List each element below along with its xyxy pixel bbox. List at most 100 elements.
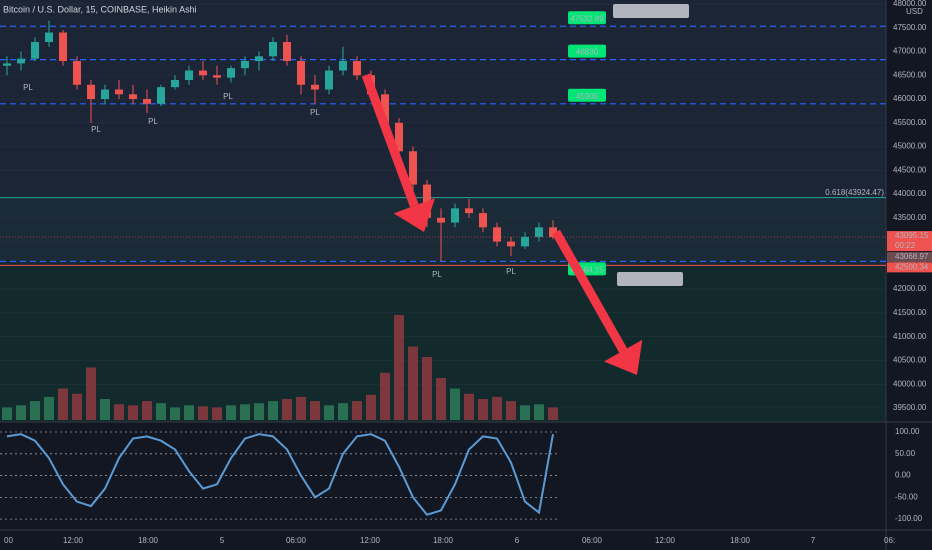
- highest-box: [613, 4, 689, 18]
- candle-body: [31, 42, 39, 59]
- volume-bar: [2, 407, 12, 420]
- y-tick-label: 42000.00: [893, 284, 927, 293]
- marker-price-label: 43068.97: [895, 252, 929, 261]
- volume-bar: [170, 407, 180, 420]
- candle-body: [3, 63, 11, 66]
- volume-bar: [394, 315, 404, 420]
- candle-body: [115, 89, 123, 95]
- volume-bar: [492, 396, 502, 420]
- volume-bar: [114, 404, 124, 420]
- candle-body: [311, 84, 319, 90]
- candle-body: [493, 227, 501, 242]
- candle-body: [521, 236, 529, 247]
- pivot-label: PL: [432, 270, 442, 279]
- candle-body: [129, 94, 137, 100]
- candle-body: [479, 213, 487, 228]
- volume-bar: [464, 393, 474, 420]
- x-tick-label: 18:00: [433, 536, 454, 545]
- candle-body: [549, 227, 557, 238]
- candle-body: [339, 61, 347, 71]
- volume-bar: [72, 393, 82, 420]
- x-tick-label: 12:00: [360, 536, 381, 545]
- y-tick-label: 48000.00: [893, 0, 927, 8]
- candle-body: [101, 89, 109, 100]
- volume-bar: [16, 405, 26, 420]
- volume-bar: [520, 405, 530, 420]
- x-tick-label: 00: [4, 536, 13, 545]
- volume-bar: [450, 388, 460, 420]
- candle-body: [297, 61, 305, 85]
- candle-body: [143, 99, 151, 104]
- volume-bar: [310, 401, 320, 420]
- y-tick-label: 39500.00: [893, 403, 927, 412]
- volume-bar: [534, 404, 544, 420]
- candle-body: [255, 56, 263, 62]
- candle-body: [451, 208, 459, 223]
- level-box: [568, 11, 606, 25]
- level-label: 47532.89: [570, 14, 604, 23]
- candle-body: [381, 94, 389, 123]
- x-tick-label: 6: [515, 536, 520, 545]
- candle-body: [199, 70, 207, 76]
- volume-bar: [408, 346, 418, 420]
- oscillator-pane: [0, 422, 886, 530]
- volume-bar: [142, 401, 152, 420]
- candle-body: [213, 75, 221, 78]
- pivot-label: PL: [148, 117, 158, 126]
- mid-zone: [0, 198, 886, 265]
- candle-body: [283, 42, 291, 62]
- y-tick-label: 45500.00: [893, 118, 927, 127]
- price-tag: [887, 231, 932, 252]
- candle-body: [17, 58, 25, 64]
- y-tick-label: 46500.00: [893, 70, 927, 79]
- arrow-shaft: [361, 73, 419, 208]
- candle-body: [409, 151, 417, 185]
- x-tick-label: 18:00: [730, 536, 751, 545]
- level-box: [568, 44, 606, 58]
- candle-body: [227, 68, 235, 78]
- price-tag: [887, 262, 932, 273]
- osc-tick-label: 50.00: [895, 449, 916, 458]
- last-price-label: 43095.15: [895, 231, 929, 240]
- countdown-label: 00:22: [895, 241, 916, 250]
- volume-bar: [212, 407, 222, 420]
- volume-bar: [184, 405, 194, 420]
- volume-bar: [422, 357, 432, 420]
- volume-bar: [338, 403, 348, 420]
- oscillator-line: [6, 433, 554, 516]
- volume-bar: [100, 399, 110, 420]
- x-tick-label: 12:00: [63, 536, 84, 545]
- volume-bar: [128, 405, 138, 420]
- candle-body: [325, 70, 333, 90]
- volume-bar: [240, 404, 250, 420]
- candle-body: [437, 217, 445, 223]
- lowest-box: [617, 272, 683, 286]
- y-tick-label: 47500.00: [893, 23, 927, 32]
- arrow-shaft: [552, 229, 628, 353]
- candle-body: [87, 84, 95, 100]
- level-box: [568, 88, 606, 102]
- candle-body: [59, 32, 67, 62]
- y-tick-label: 40500.00: [893, 356, 927, 365]
- highest-label: Highest PH 47583.33: [613, 6, 690, 15]
- x-tick-label: 5: [220, 536, 225, 545]
- arrow-head: [604, 339, 643, 375]
- candle-body: [269, 42, 277, 57]
- volume-bar: [44, 396, 54, 420]
- chart-title: Bitcoin / U.S. Dollar, 15, COINBASE, Hei…: [3, 4, 197, 14]
- osc-tick-label: -100.00: [895, 514, 923, 523]
- fib-label: 0.618(43924.47): [825, 188, 884, 197]
- price-tag: [887, 252, 932, 263]
- x-tick-label: 06:00: [286, 536, 307, 545]
- volume-bar: [436, 378, 446, 420]
- volume-bar: [30, 401, 40, 420]
- volume-bar: [478, 399, 488, 420]
- volume-bar: [282, 399, 292, 420]
- pivot-label: PL: [91, 125, 101, 134]
- y-tick-label: 41000.00: [893, 332, 927, 341]
- candle-body: [185, 70, 193, 81]
- pivot-label: PL: [506, 267, 516, 276]
- price-axis: [886, 0, 932, 550]
- level-label: 45900: [576, 92, 599, 101]
